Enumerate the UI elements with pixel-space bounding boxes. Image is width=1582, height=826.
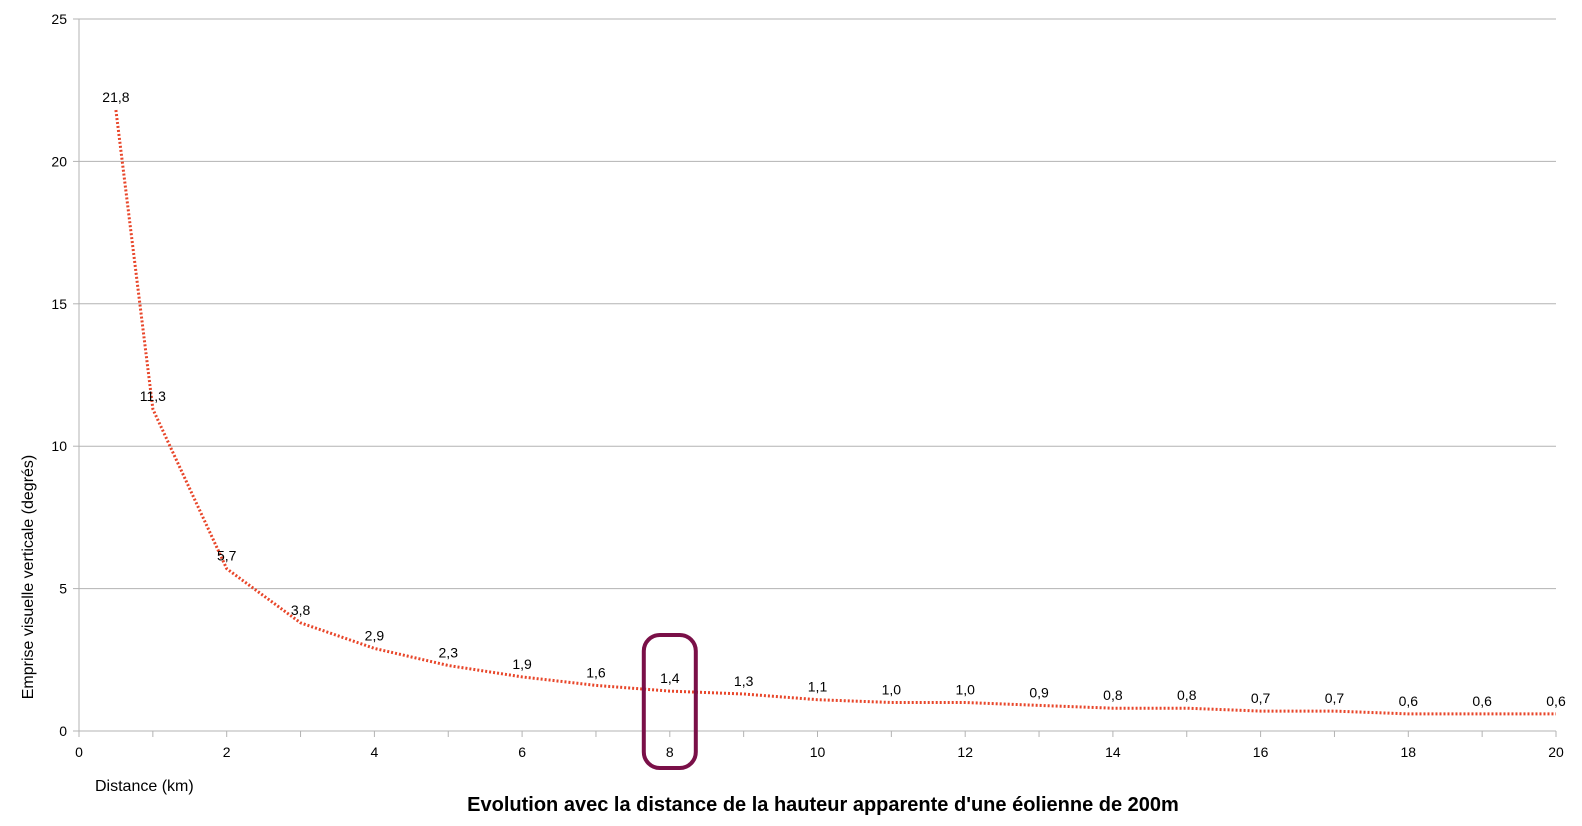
data-label: 1,0 — [955, 682, 975, 698]
data-label: 0,6 — [1399, 693, 1419, 709]
highlight-rect — [641, 633, 698, 770]
x-tick-label: 10 — [810, 744, 826, 760]
x-tick-label: 20 — [1548, 744, 1564, 760]
x-tick-label: 12 — [957, 744, 973, 760]
y-tick-labels: 0 5 10 15 20 25 — [51, 11, 67, 739]
highlight-box — [641, 633, 698, 770]
x-axis-title: Distance (km) — [95, 778, 194, 795]
data-label: 2,9 — [365, 627, 385, 643]
axes — [73, 18, 1557, 737]
data-labels: 21,8 11,3 5,7 3,8 2,9 2,3 1,9 1,6 1,4 1,3 1,1 1,0 1,… — [102, 89, 1566, 709]
data-label: 0,6 — [1472, 693, 1492, 709]
data-label: 1,6 — [586, 664, 606, 680]
y-tick-label: 25 — [51, 11, 67, 27]
gridlines — [79, 18, 1556, 590]
y-tick-label: 15 — [51, 296, 67, 312]
data-label: 1,0 — [882, 682, 902, 698]
x-tick-label: 4 — [371, 744, 379, 760]
x-tick-label: 2 — [223, 744, 231, 760]
x-tick-label: 14 — [1105, 744, 1121, 760]
chart-title: Evolution avec la distance de la hauteur… — [467, 794, 1179, 816]
y-tick-label: 0 — [59, 723, 67, 739]
data-label: 5,7 — [217, 548, 237, 564]
data-label: 0,8 — [1177, 687, 1197, 703]
data-label: 0,7 — [1325, 690, 1345, 706]
data-label: 0,6 — [1546, 693, 1566, 709]
data-label: 1,1 — [808, 679, 828, 695]
y-axis-title: Emprise visuelle verticale (degrés) — [20, 455, 37, 700]
data-label: 21,8 — [102, 89, 129, 105]
data-label: 0,9 — [1029, 684, 1049, 700]
y-tick-label: 5 — [59, 581, 67, 597]
data-label: 1,9 — [512, 656, 532, 672]
x-tick-label: 6 — [518, 744, 526, 760]
data-label: 1,3 — [734, 673, 754, 689]
x-tick-label: 8 — [666, 744, 674, 760]
data-label: 1,4 — [660, 670, 680, 686]
data-label: 11,3 — [140, 388, 166, 404]
data-label: 0,7 — [1251, 690, 1271, 706]
y-tick-label: 10 — [51, 438, 67, 454]
y-tick-label: 20 — [51, 153, 67, 169]
x-tick-label: 16 — [1253, 744, 1269, 760]
data-label: 3,8 — [291, 602, 311, 618]
x-tick-label: 18 — [1401, 744, 1417, 760]
series-line-path — [114, 109, 1556, 716]
series-line — [114, 109, 1556, 716]
x-tick-label: 0 — [75, 744, 83, 760]
data-label: 2,3 — [439, 644, 459, 660]
x-tick-labels: 0 2 4 6 8 10 12 14 16 18 20 — [75, 744, 1564, 760]
data-label: 0,8 — [1103, 687, 1123, 703]
